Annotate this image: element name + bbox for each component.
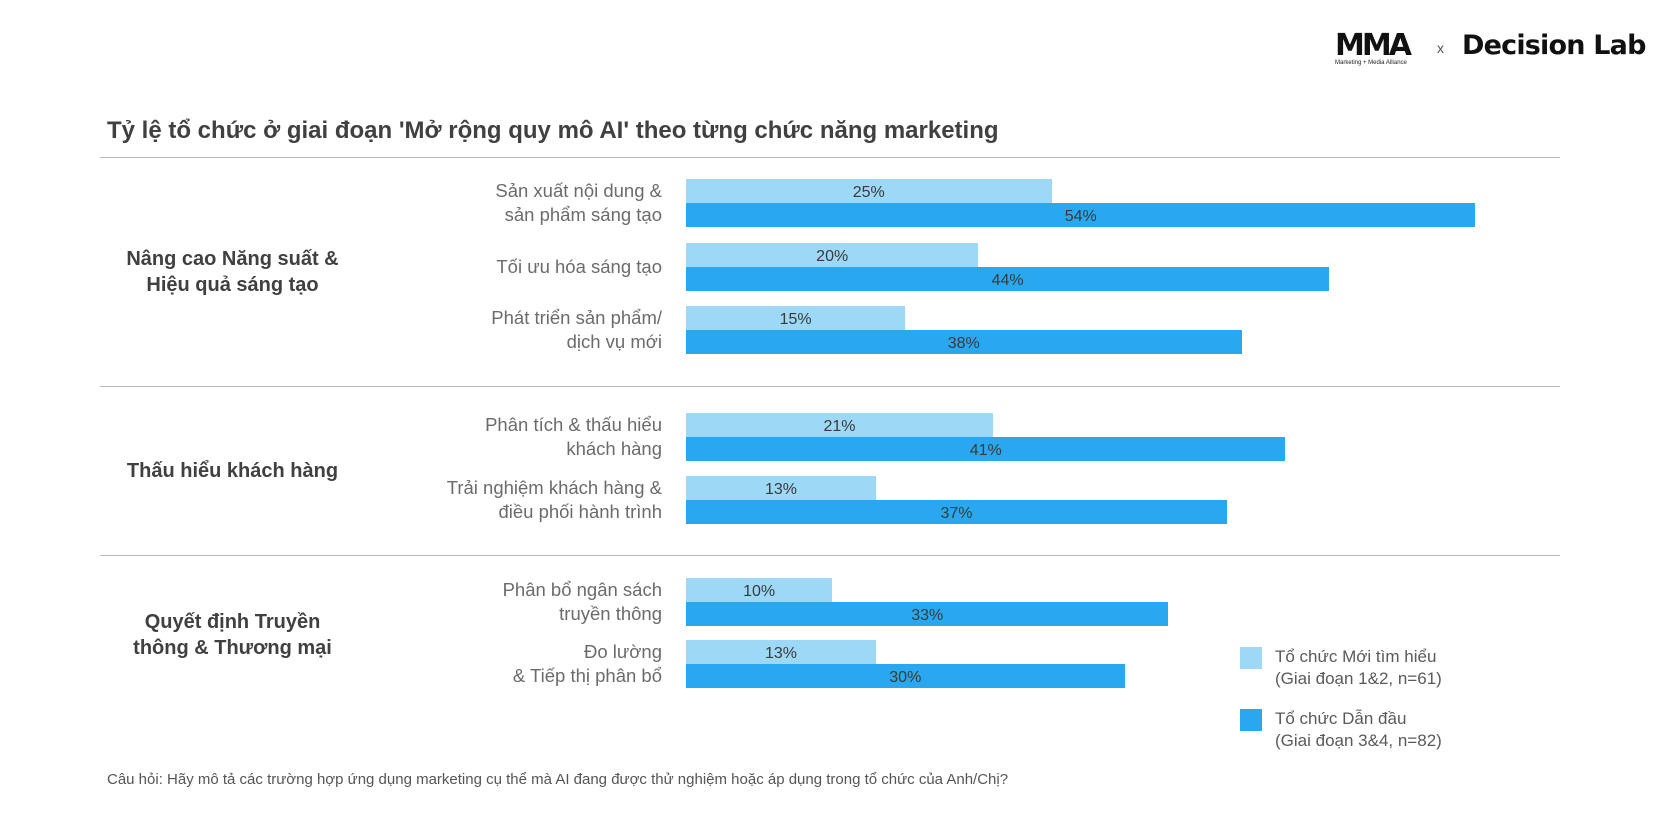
legend-label-line: Tổ chức Dẫn đầu — [1275, 709, 1407, 728]
group-label-line: Quyết định Truyền — [144, 611, 321, 633]
bar-value-label: 20% — [816, 248, 849, 265]
mma-logo-text: MMA — [1335, 28, 1412, 63]
group-label-line: Hiệu quả sáng tạo — [146, 274, 319, 296]
bar-value-label: 15% — [779, 311, 812, 328]
bar-value-label: 54% — [1064, 208, 1097, 225]
category-label: Sản xuất nội dung & sản phẩm sáng tạo — [380, 179, 662, 227]
bar-leader — [686, 602, 1169, 626]
category-label-line: Phân tích & thấu hiểu — [485, 414, 662, 435]
bar-value-label: 44% — [991, 272, 1024, 289]
chart-title: Tỷ lệ tổ chức ở giai đoạn 'Mở rộng quy m… — [107, 117, 999, 144]
bar-new-explorer — [686, 179, 1052, 203]
category-label-line: Tối ưu hóa sáng tạo — [496, 256, 662, 277]
legend-label-line: (Giai đoạn 3&4, n=82) — [1275, 731, 1442, 750]
legend-label: Tổ chức Mới tìm hiểu (Giai đoạn 1&2, n=61… — [1275, 646, 1442, 690]
logo-separator: x — [1437, 40, 1444, 56]
category-label-line: điều phối hành trình — [498, 501, 662, 522]
bar-new-explorer — [686, 243, 979, 267]
legend-label: Tổ chức Dẫn đầu (Giai đoạn 3&4, n=82) — [1275, 708, 1442, 752]
bar-new-explorer — [686, 640, 877, 664]
group-label-line: Thấu hiểu khách hàng — [126, 460, 339, 482]
group-divider — [100, 157, 1560, 158]
group-divider — [100, 555, 1560, 556]
mma-logo-tagline: Marketing + Media Alliance — [1335, 60, 1407, 66]
bar-leader — [686, 267, 1330, 291]
bar-value-label: 33% — [911, 607, 944, 624]
category-label: Phát triển sản phẩm/dịch vụ mới — [380, 306, 662, 354]
category-label-line: & Tiếp thị phân bổ — [512, 665, 662, 686]
bar-value-label: 30% — [889, 669, 922, 686]
legend-swatch — [1240, 647, 1262, 669]
legend-label-line: (Giai đoạn 1&2, n=61) — [1275, 669, 1442, 688]
bar-leader — [686, 203, 1476, 227]
bar-new-explorer — [686, 578, 833, 602]
group-label: Nâng cao Năng suất & Hiệu quả sáng tạo — [100, 246, 365, 298]
bar-leader — [686, 330, 1242, 354]
category-label-line: Phát triển sản phẩm/ — [491, 307, 662, 328]
category-label-line: dịch vụ mới — [566, 331, 662, 352]
group-divider — [100, 386, 1560, 387]
bar-value-label: 13% — [765, 481, 798, 498]
bar-new-explorer — [686, 306, 906, 330]
bar-leader — [686, 664, 1125, 688]
category-label-line: sản phẩm sáng tạo — [504, 204, 662, 225]
bar-new-explorer — [686, 413, 994, 437]
decision-lab-logo: Decision Lab — [1462, 30, 1646, 61]
footnote: Câu hỏi: Hãy mô tả các trường hợp ứng dụ… — [107, 771, 1009, 788]
category-label: Đo lường & Tiếp thị phân bổ — [380, 640, 662, 688]
category-label: Tối ưu hóa sáng tạo — [380, 255, 662, 279]
bar-value-label: 25% — [852, 184, 885, 201]
bar-leader — [686, 437, 1286, 461]
category-label-line: Trải nghiệm khách hàng & — [446, 477, 662, 498]
bar-new-explorer — [686, 476, 877, 500]
category-label-line: Sản xuất nội dung & — [495, 180, 662, 201]
group-label: Quyết định Truyền thông & Thương mại — [100, 609, 365, 661]
group-label: Thấu hiểu khách hàng — [100, 458, 365, 484]
bar-value-label: 41% — [969, 442, 1002, 459]
bar-value-label: 10% — [743, 583, 776, 600]
bar-value-label: 21% — [823, 418, 856, 435]
group-label-line: thông & Thương mại — [133, 637, 332, 659]
bar-leader — [686, 500, 1227, 524]
category-label-line: Đo lường — [584, 641, 662, 662]
group-label-line: Nâng cao Năng suất & — [126, 248, 339, 270]
bar-value-label: 13% — [765, 645, 798, 662]
legend-swatch — [1240, 709, 1262, 731]
category-label-line: truyền thông — [559, 603, 662, 624]
mma-logo: MMA Marketing + Media Alliance — [1335, 28, 1423, 67]
category-label: Trải nghiệm khách hàng & điều phối hành t… — [380, 476, 662, 524]
category-label: Phân tích & thấu hiểu khách hàng — [380, 413, 662, 461]
category-label-line: Phân bổ ngân sách — [502, 579, 662, 600]
category-label-line: khách hàng — [566, 438, 662, 459]
legend-label-line: Tổ chức Mới tìm hiểu — [1275, 647, 1437, 666]
category-label: Phân bổ ngân sách truyền thông — [380, 578, 662, 626]
bar-value-label: 37% — [940, 505, 973, 522]
bar-value-label: 38% — [947, 335, 980, 352]
